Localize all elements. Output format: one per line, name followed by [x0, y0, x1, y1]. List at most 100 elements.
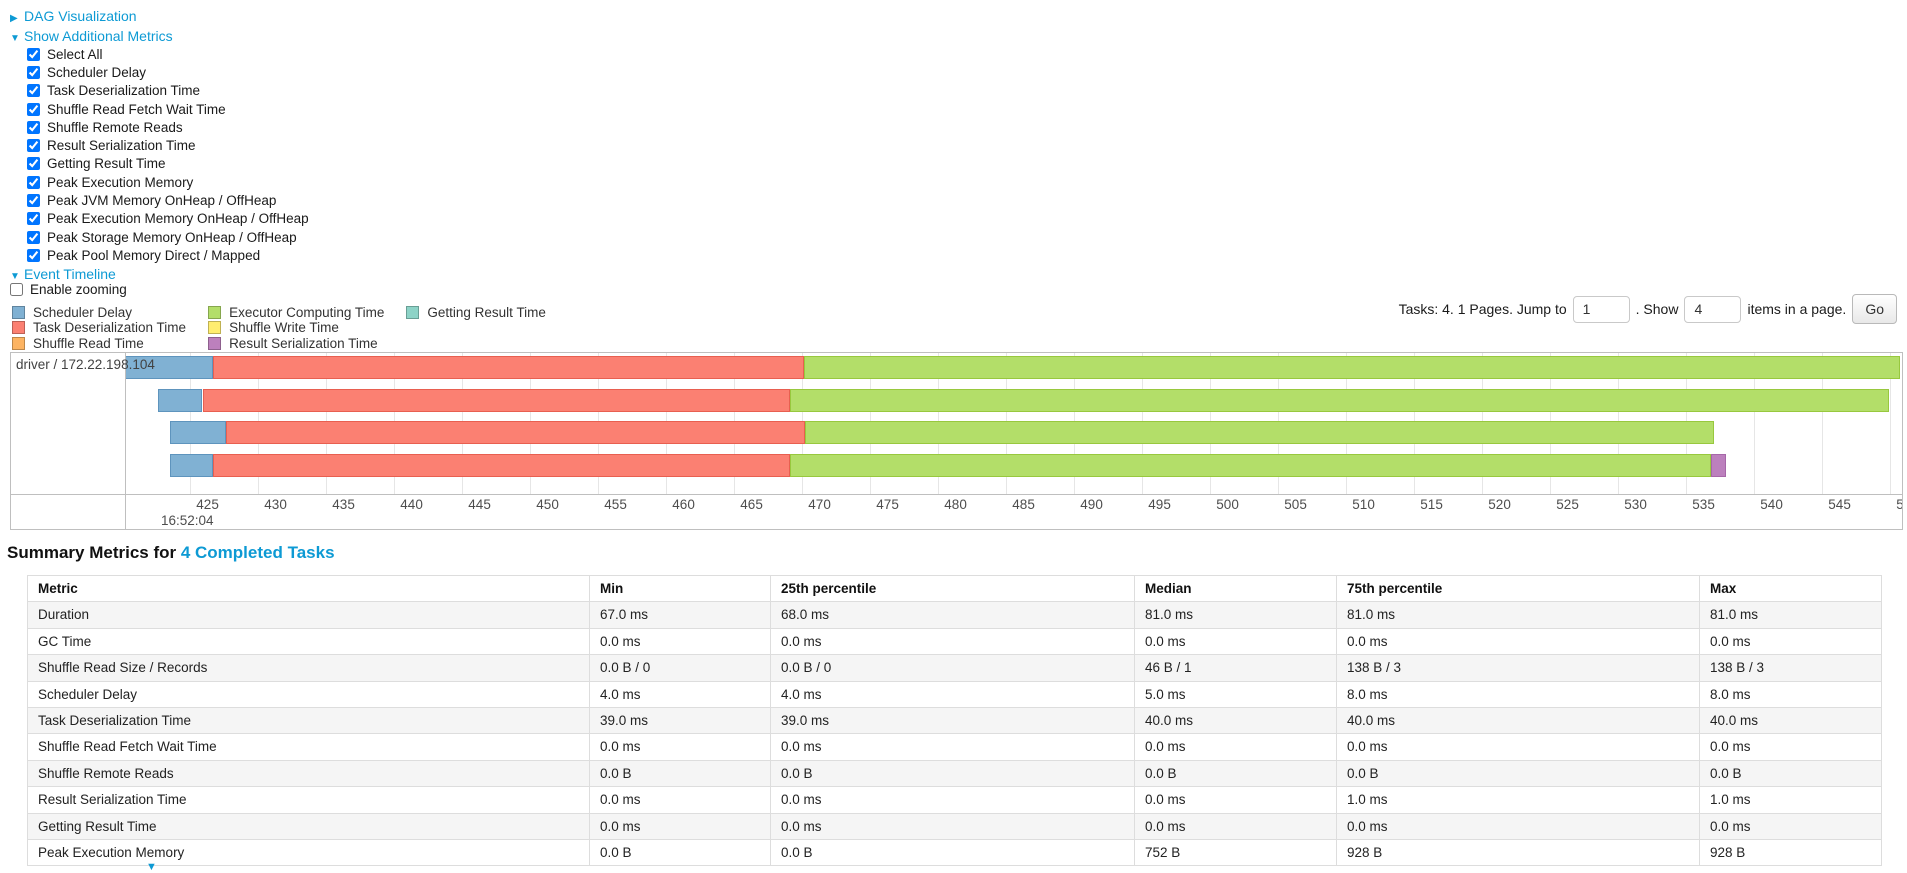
timeline-bar-task-1-task-deserialization[interactable] [202, 389, 790, 412]
legend-label: Result Serialization Time [229, 335, 378, 351]
enable-zooming-checkbox[interactable] [10, 283, 23, 296]
metric-checkbox-row-getting-result-time: Getting Result Time [27, 155, 309, 173]
timeline-axis-tick-label: 510 [1352, 497, 1375, 512]
checkbox-label-shuffle-remote-reads: Shuffle Remote Reads [47, 119, 183, 135]
metric-value-cell-25th-percentile: 0.0 ms [770, 733, 1135, 761]
metric-value-cell-75th-percentile: 40.0 ms [1336, 707, 1700, 735]
checkbox-select-all[interactable] [27, 47, 40, 61]
checkbox-peak-execution-memory-onheap-offheap[interactable] [27, 212, 40, 226]
timeline-bar-task-0-task-deserialization[interactable] [213, 356, 804, 379]
timeline-bar-task-2-scheduler-delay[interactable] [169, 421, 226, 444]
timeline-axis-tick-label: 440 [400, 497, 423, 512]
timeline-bar-task-2-executor-computing[interactable] [805, 421, 1714, 444]
checkbox-label-peak-execution-memory: Peak Execution Memory [47, 174, 194, 190]
timeline-axis-tick-label: 545 [1828, 497, 1851, 512]
metric-value-cell-25th-percentile: 0.0 B [770, 839, 1135, 867]
checkbox-label-peak-jvm-memory-onheap-offheap: Peak JVM Memory OnHeap / OffHeap [47, 193, 277, 209]
timeline-axis-tick-label: 530 [1624, 497, 1647, 512]
metric-checkbox-row-peak-pool-memory-direct-mapped: Peak Pool Memory Direct / Mapped [27, 246, 309, 264]
timeline-axis-tick-label: 550 [1896, 497, 1902, 512]
summary-metrics-heading: Summary Metrics for 4 Completed Tasks [7, 543, 335, 563]
metric-value-cell-75th-percentile: 1.0 ms [1336, 786, 1700, 814]
summary-row-task-deserialization-time: Task Deserialization Time 39.0 ms 39.0 ms 4… [27, 707, 1882, 735]
metric-value-cell-max: 138 B / 3 [1699, 654, 1882, 682]
summary-col-header-max: Max [1699, 574, 1882, 603]
timeline-axis-tick-label: 435 [332, 497, 355, 512]
legend-label: Executor Computing Time [229, 304, 385, 320]
event-timeline-toggle[interactable]: ▼ Event Timeline [10, 266, 116, 284]
checkbox-task-deserialization-time[interactable] [27, 84, 40, 98]
timeline-bar-task-0-executor-computing[interactable] [803, 356, 1900, 379]
metric-value-cell-min: 0.0 ms [589, 733, 771, 761]
metric-value-cell-min: 0.0 ms [589, 786, 771, 814]
timeline-bar-task-3-scheduler-delay[interactable] [169, 454, 214, 477]
completed-tasks-link[interactable]: 4 Completed Tasks [180, 543, 335, 562]
metric-name-cell: Shuffle Read Fetch Wait Time [27, 733, 590, 761]
show-additional-metrics-toggle[interactable]: ▼ Show Additional Metrics [10, 28, 173, 46]
summary-row-duration: Duration 67.0 ms 68.0 ms 81.0 ms 81.0 ms 81.0… [27, 601, 1882, 629]
metric-value-cell-max: 928 B [1699, 839, 1882, 867]
metric-value-cell-75th-percentile: 0.0 B [1336, 759, 1700, 788]
checkbox-scheduler-delay[interactable] [27, 65, 40, 79]
legend-label: Shuffle Write Time [229, 320, 339, 335]
next-section-arrow-icon[interactable]: ▼ [146, 861, 157, 873]
timeline-axis-tick-label: 475 [876, 497, 899, 512]
dag-visualization-toggle[interactable]: ▶ DAG Visualization [10, 8, 137, 26]
metric-value-cell-25th-percentile: 0.0 ms [770, 812, 1135, 841]
timeline-axis-tick-label: 465 [740, 497, 763, 512]
metric-checkbox-row-peak-jvm-memory-onheap-offheap: Peak JVM Memory OnHeap / OffHeap [27, 191, 309, 209]
metric-checkbox-row-peak-storage-memory-onheap-offheap: Peak Storage Memory OnHeap / OffHeap [27, 228, 309, 246]
timeline-bar-task-1-executor-computing[interactable] [790, 389, 1889, 412]
metric-value-cell-median: 0.0 B [1134, 759, 1337, 788]
metric-value-cell-75th-percentile: 81.0 ms [1336, 601, 1700, 629]
event-timeline-link[interactable]: Event Timeline [24, 266, 116, 282]
summary-row-peak-execution-memory: Peak Execution Memory 0.0 B 0.0 B 752 B 928 … [27, 839, 1882, 867]
legend-item-shuffle-read-time: Shuffle Read Time [12, 336, 186, 351]
summary-col-header-metric: Metric [27, 574, 590, 603]
timeline-axis-separator [11, 494, 1902, 495]
metric-value-cell-25th-percentile: 0.0 ms [770, 786, 1135, 814]
expanded-arrow-icon: ▼ [10, 271, 20, 282]
summary-table-header-row: Metric Min 25th percentile Median 75th perce… [27, 574, 1882, 603]
jump-to-page-input[interactable] [1572, 295, 1630, 323]
show-additional-metrics-link[interactable]: Show Additional Metrics [24, 28, 173, 44]
metric-checkbox-list: Select All Scheduler Delay Task Deserializ… [27, 45, 309, 265]
timeline-bar-task-3-executor-computing[interactable] [790, 454, 1711, 477]
checkbox-peak-pool-memory-direct-mapped[interactable] [27, 248, 40, 262]
timeline-bar-task-2-task-deserialization[interactable] [225, 421, 805, 444]
checkbox-label-getting-result-time: Getting Result Time [47, 156, 166, 172]
metric-checkbox-row-shuffle-read-fetch-wait-time: Shuffle Read Fetch Wait Time [27, 100, 309, 118]
legend-item-executor-computing-time: Executor Computing Time [208, 304, 385, 320]
summary-col-header-25th-percentile: 25th percentile [770, 574, 1135, 603]
dag-visualization-link[interactable]: DAG Visualization [24, 8, 137, 24]
timeline-bar-task-1-scheduler-delay[interactable] [157, 389, 203, 412]
checkbox-shuffle-remote-reads[interactable] [27, 120, 40, 134]
metric-value-cell-max: 0.0 ms [1699, 627, 1882, 656]
timeline-axis-tick-label: 490 [1080, 497, 1103, 512]
checkbox-peak-jvm-memory-onheap-offheap[interactable] [27, 194, 40, 208]
checkbox-getting-result-time[interactable] [27, 157, 40, 171]
items-per-page-input[interactable] [1684, 295, 1742, 323]
go-button[interactable]: Go [1852, 294, 1897, 324]
checkbox-label-select-all: Select All [47, 46, 103, 62]
metric-value-cell-max: 0.0 ms [1699, 812, 1882, 841]
timeline-bar-task-3-task-deserialization[interactable] [213, 454, 790, 477]
legend-item-task-deserialization-time: Task Deserialization Time [12, 320, 186, 335]
executor-computing-time-swatch-icon [208, 305, 222, 319]
checkbox-peak-execution-memory[interactable] [27, 175, 40, 189]
metric-name-cell: Shuffle Remote Reads [27, 759, 590, 788]
checkbox-label-task-deserialization-time: Task Deserialization Time [47, 83, 201, 99]
checkbox-peak-storage-memory-onheap-offheap[interactable] [27, 230, 40, 244]
expanded-arrow-icon: ▼ [10, 33, 20, 44]
checkbox-result-serialization-time[interactable] [27, 139, 40, 153]
legend-item-shuffle-write-time: Shuffle Write Time [208, 320, 384, 335]
timeline-bar-task-3-result-serialization[interactable] [1710, 454, 1726, 477]
timeline-group-label: driver / 172.22.198.104 [16, 357, 155, 372]
checkbox-shuffle-read-fetch-wait-time[interactable] [27, 102, 40, 116]
tasks-pages-summary: Tasks: 4. 1 Pages. Jump to [1398, 301, 1567, 317]
metric-value-cell-min: 0.0 B / 0 [589, 654, 771, 682]
timeline-axis-tick-label: 430 [264, 497, 287, 512]
summary-table-body: Duration 67.0 ms 68.0 ms 81.0 ms 81.0 ms 81.0… [27, 601, 1882, 867]
timeline-gridline [1822, 353, 1824, 494]
metric-value-cell-min: 0.0 B [589, 839, 771, 867]
